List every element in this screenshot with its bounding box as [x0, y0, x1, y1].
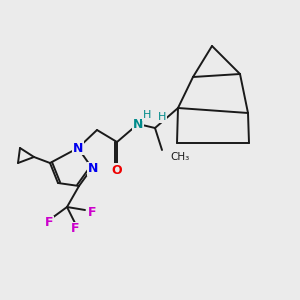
Text: N: N — [88, 163, 98, 176]
Text: O: O — [112, 164, 122, 176]
Text: F: F — [88, 206, 96, 220]
Text: H: H — [143, 110, 151, 120]
Text: N: N — [133, 118, 143, 131]
Text: H: H — [158, 112, 166, 122]
Text: N: N — [73, 142, 83, 154]
Text: CH₃: CH₃ — [170, 152, 189, 162]
Text: F: F — [71, 223, 79, 236]
Text: F: F — [45, 217, 53, 230]
